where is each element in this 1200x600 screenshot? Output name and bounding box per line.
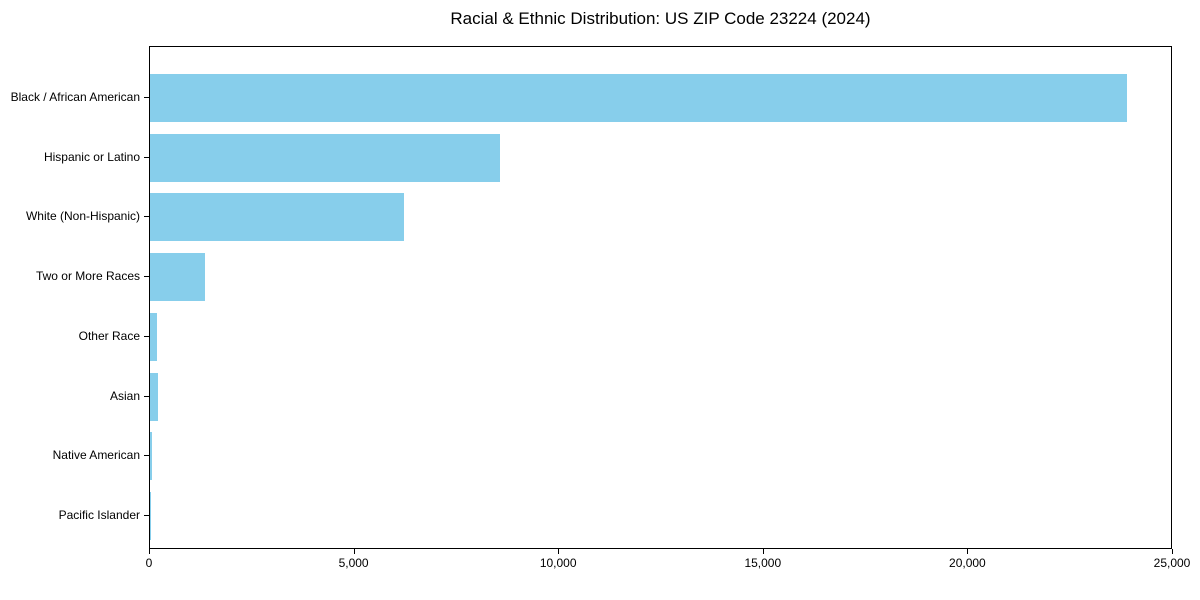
y-tick-mark bbox=[144, 156, 149, 158]
bar bbox=[150, 193, 405, 242]
y-tick-mark bbox=[144, 395, 149, 397]
y-tick-label: Native American bbox=[52, 448, 140, 463]
x-tick-label: 10,000 bbox=[539, 556, 577, 570]
y-tick-mark bbox=[144, 97, 149, 98]
bar bbox=[150, 74, 1128, 122]
x-tick-mark bbox=[558, 549, 560, 554]
bar bbox=[150, 253, 206, 302]
x-tick-label: 0 bbox=[145, 556, 153, 570]
x-tick-mark bbox=[1172, 549, 1173, 554]
bar bbox=[150, 372, 158, 421]
bar bbox=[150, 312, 157, 361]
y-tick-mark bbox=[144, 276, 149, 278]
x-tick-mark bbox=[762, 549, 764, 554]
x-tick-label: 25,000 bbox=[1153, 556, 1191, 570]
x-tick-mark bbox=[149, 549, 150, 554]
bar bbox=[150, 432, 152, 481]
bar bbox=[150, 133, 500, 182]
y-tick-mark bbox=[144, 455, 149, 457]
y-tick-mark bbox=[144, 514, 149, 516]
y-tick-label: Other Race bbox=[78, 328, 140, 343]
x-tick-label: 5,000 bbox=[338, 556, 369, 570]
y-tick-mark bbox=[144, 335, 149, 337]
y-tick-label: Two or More Races bbox=[35, 269, 140, 284]
y-tick-label: Asian bbox=[109, 388, 140, 403]
y-tick-label: Black / African American bbox=[10, 90, 140, 104]
x-tick-label: 20,000 bbox=[949, 556, 986, 570]
x-tick-label: 15,000 bbox=[744, 556, 782, 570]
chart-title: Racial & Ethnic Distribution: US ZIP Cod… bbox=[450, 9, 871, 28]
plot-area bbox=[149, 46, 1172, 549]
y-tick-label: Hispanic or Latino bbox=[43, 149, 140, 164]
x-tick-mark bbox=[967, 549, 969, 554]
y-tick-mark bbox=[144, 216, 149, 218]
x-tick-mark bbox=[353, 549, 355, 554]
y-tick-label: White (Non-Hispanic) bbox=[25, 209, 140, 224]
y-tick-label: Pacific Islander bbox=[58, 507, 140, 522]
